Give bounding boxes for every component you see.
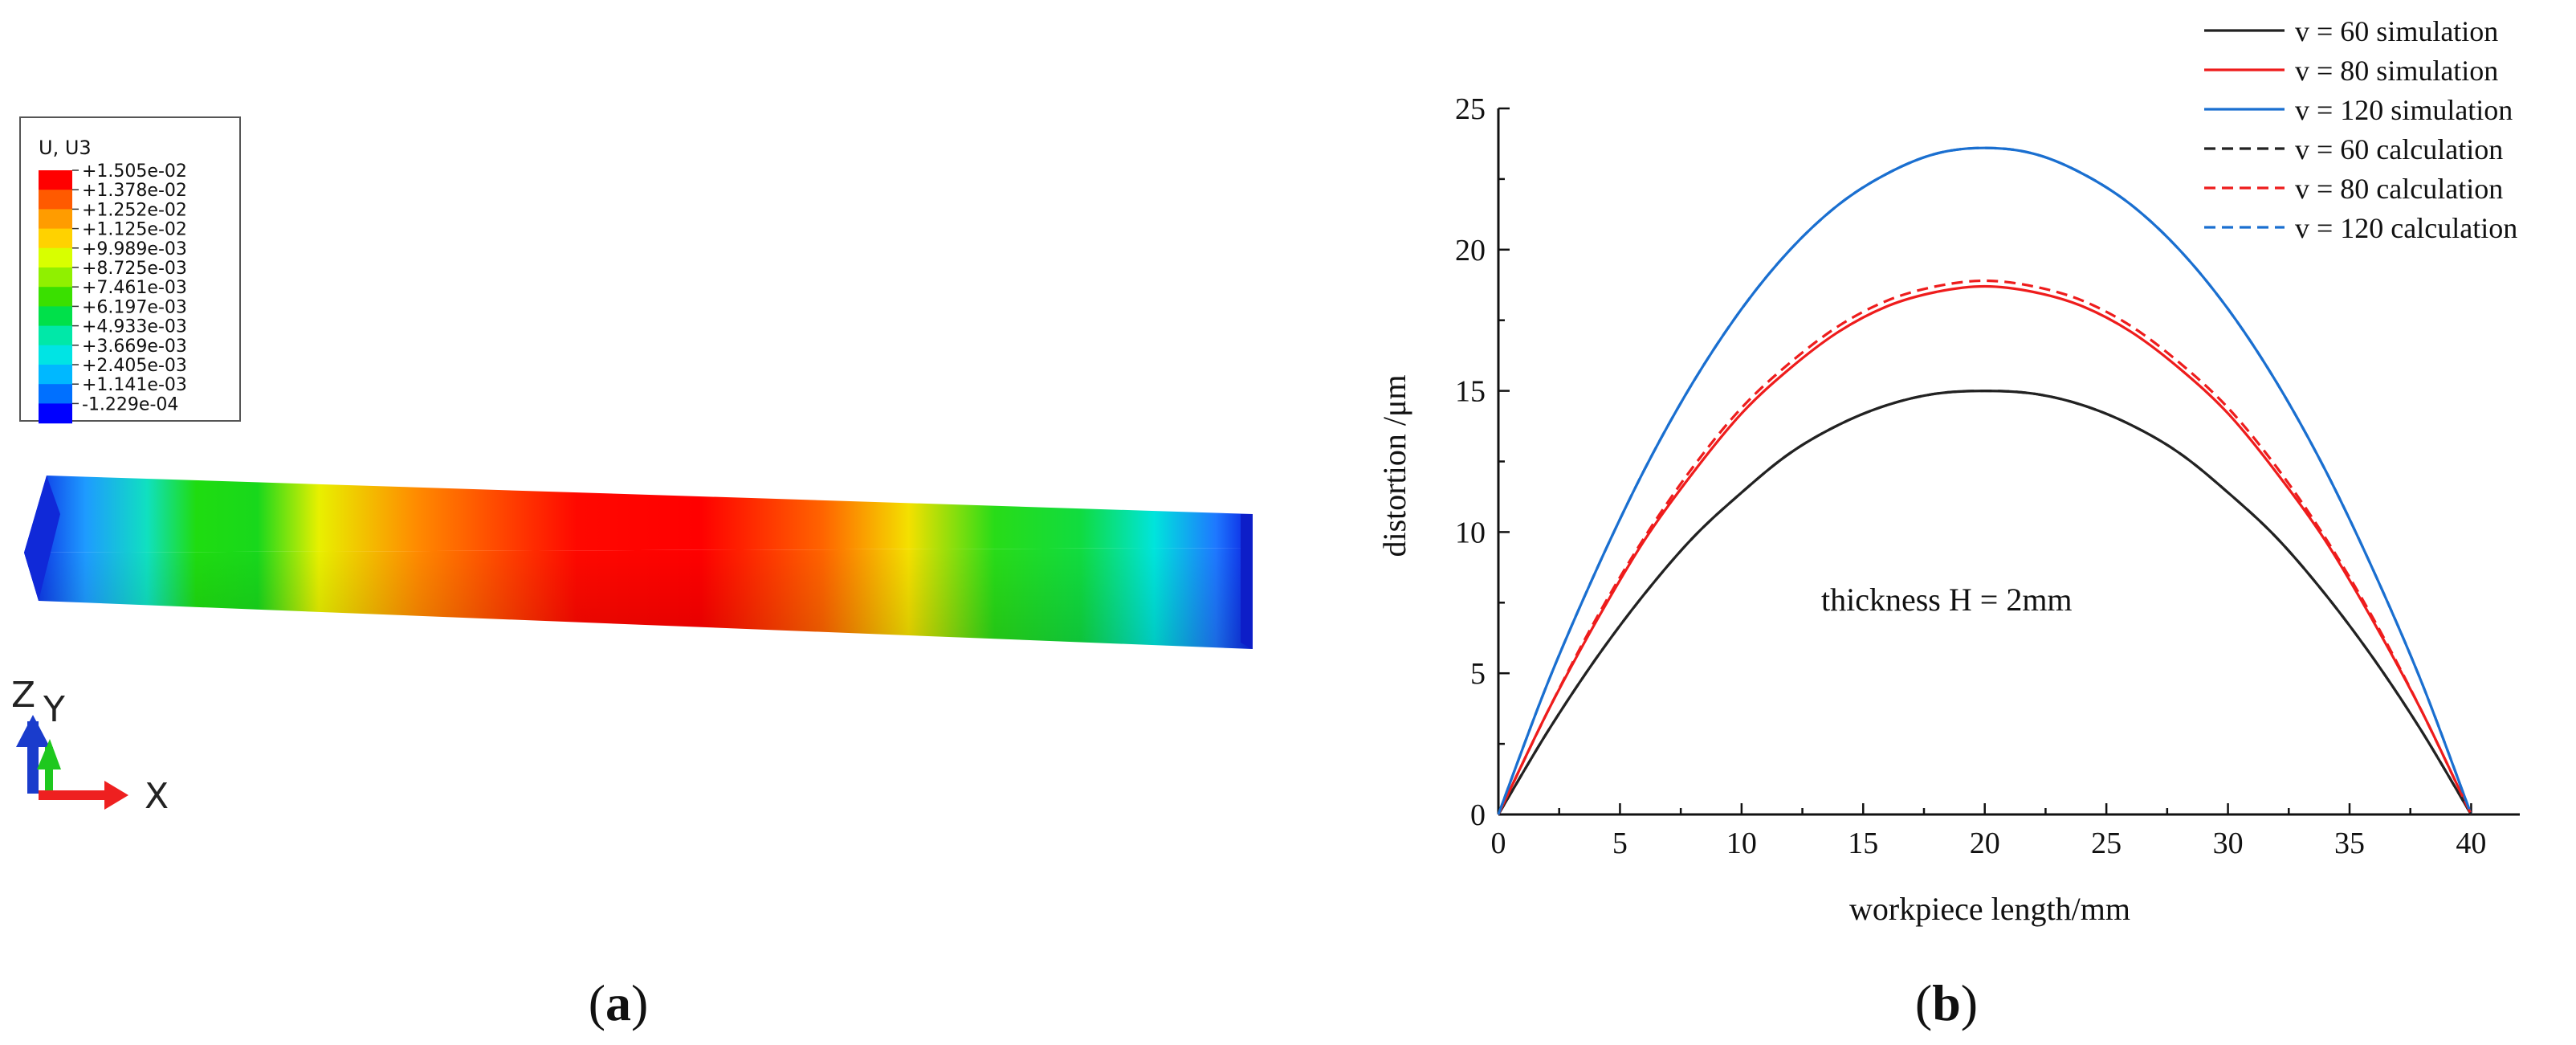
y-tick-label: 15 xyxy=(1455,375,1486,409)
legend-entry: +6.197e-03 xyxy=(82,297,187,317)
triad-x-label: X xyxy=(145,776,169,817)
plot-area: 0 5 10 15 20 25 30 35 40 0 5 10 15 20 25 xyxy=(1455,92,2520,860)
x-tick-label: 10 xyxy=(1726,827,1757,860)
legend-band xyxy=(39,306,72,327)
triad-y-label: Y xyxy=(43,689,65,730)
series-line-1 xyxy=(1497,284,2472,815)
caption-b: (b) xyxy=(1915,974,1978,1031)
coordinate-triad: Z Y X xyxy=(11,675,169,817)
legend-label: v = 60 calculation xyxy=(2295,133,2503,165)
legend-entry: +2.405e-03 xyxy=(82,356,187,376)
legend-entry: +1.252e-02 xyxy=(82,200,187,220)
legend-entry: +9.989e-03 xyxy=(82,239,187,259)
y-axis-label: distortion /μm xyxy=(1376,374,1412,557)
x-tick-label: 35 xyxy=(2334,827,2365,860)
beam-end-face-right xyxy=(1241,514,1253,649)
series-line-4 xyxy=(1497,279,2472,815)
beam-top-face xyxy=(24,476,1253,553)
legend-band xyxy=(39,209,72,230)
legend-entry: -1.229e-04 xyxy=(82,394,178,414)
legend-entry: +8.725e-03 xyxy=(82,259,187,279)
y-tick-label: 5 xyxy=(1470,657,1486,691)
triad-z-label: Z xyxy=(11,675,35,716)
chart-annotation: thickness H = 2mm xyxy=(1821,582,2073,618)
y-tick-label: 20 xyxy=(1455,234,1486,267)
x-tick-label: 40 xyxy=(2456,827,2486,860)
legend-entry: +7.461e-03 xyxy=(82,278,187,298)
legend-band xyxy=(39,403,72,424)
x-tick-label: 0 xyxy=(1491,827,1506,860)
contour-legend-title: U, U3 xyxy=(39,137,92,159)
legend-entry: +3.669e-03 xyxy=(82,337,187,357)
legend-band xyxy=(39,247,72,268)
panel-b: 0 5 10 15 20 25 30 35 40 0 5 10 15 20 25 thickness H =… xyxy=(1376,15,2520,1031)
chart-legend: v = 60 simulation v = 80 simulation v = 12… xyxy=(2204,15,2517,244)
legend-band xyxy=(39,170,72,190)
beam-end-face-left xyxy=(24,476,60,601)
caption-a-letter: a xyxy=(605,974,631,1031)
contour-legend-bands: +1.505e-02+1.378e-02+1.252e-02+1.125e-02… xyxy=(39,161,187,424)
series-line-2 xyxy=(1497,146,2472,815)
x-axis-label: workpiece length/mm xyxy=(1849,891,2130,927)
triad-x-axis xyxy=(39,790,112,800)
series-line-3 xyxy=(1497,389,2472,815)
series-line-5 xyxy=(1497,146,2472,815)
legend-band xyxy=(39,384,72,404)
legend-band xyxy=(39,287,72,307)
legend-band xyxy=(39,365,72,385)
legend-band xyxy=(39,190,72,210)
legend-band xyxy=(39,267,72,288)
caption-b-letter: b xyxy=(1932,974,1961,1031)
x-tick-label: 15 xyxy=(1848,827,1878,860)
legend-entry: +1.141e-03 xyxy=(82,375,187,395)
legend-band xyxy=(39,325,72,346)
legend-band xyxy=(39,228,72,249)
triad-x-arrowhead xyxy=(104,781,128,810)
panel-a: U, U3 +1.505e-02+1.378e-02+1.252e-02+1.1… xyxy=(11,116,1253,1031)
triad-y-arrowhead xyxy=(37,739,61,769)
legend-entry: +4.933e-03 xyxy=(82,317,187,337)
legend-label: v = 120 simulation xyxy=(2295,94,2513,126)
x-tick-label: 25 xyxy=(2091,827,2122,860)
legend-label: v = 80 simulation xyxy=(2295,55,2498,87)
x-tick-label: 5 xyxy=(1612,827,1628,860)
y-tick-label: 25 xyxy=(1455,92,1486,126)
x-tick-label: 20 xyxy=(1970,827,2000,860)
legend-entry: +1.378e-02 xyxy=(82,181,187,201)
y-tick-label: 10 xyxy=(1455,516,1486,549)
beam-contour xyxy=(24,476,1253,649)
legend-band xyxy=(39,345,72,365)
caption-a: (a) xyxy=(589,974,649,1031)
legend-entry: +1.505e-02 xyxy=(82,161,187,182)
x-tick-label: 30 xyxy=(2213,827,2244,860)
triad-z-arrowhead xyxy=(16,715,50,747)
legend-label: v = 80 calculation xyxy=(2295,173,2503,205)
legend-label: v = 120 calculation xyxy=(2295,212,2517,244)
legend-entry: +1.125e-02 xyxy=(82,220,187,240)
legend-label: v = 60 simulation xyxy=(2295,15,2498,47)
y-tick-label: 0 xyxy=(1470,798,1486,832)
